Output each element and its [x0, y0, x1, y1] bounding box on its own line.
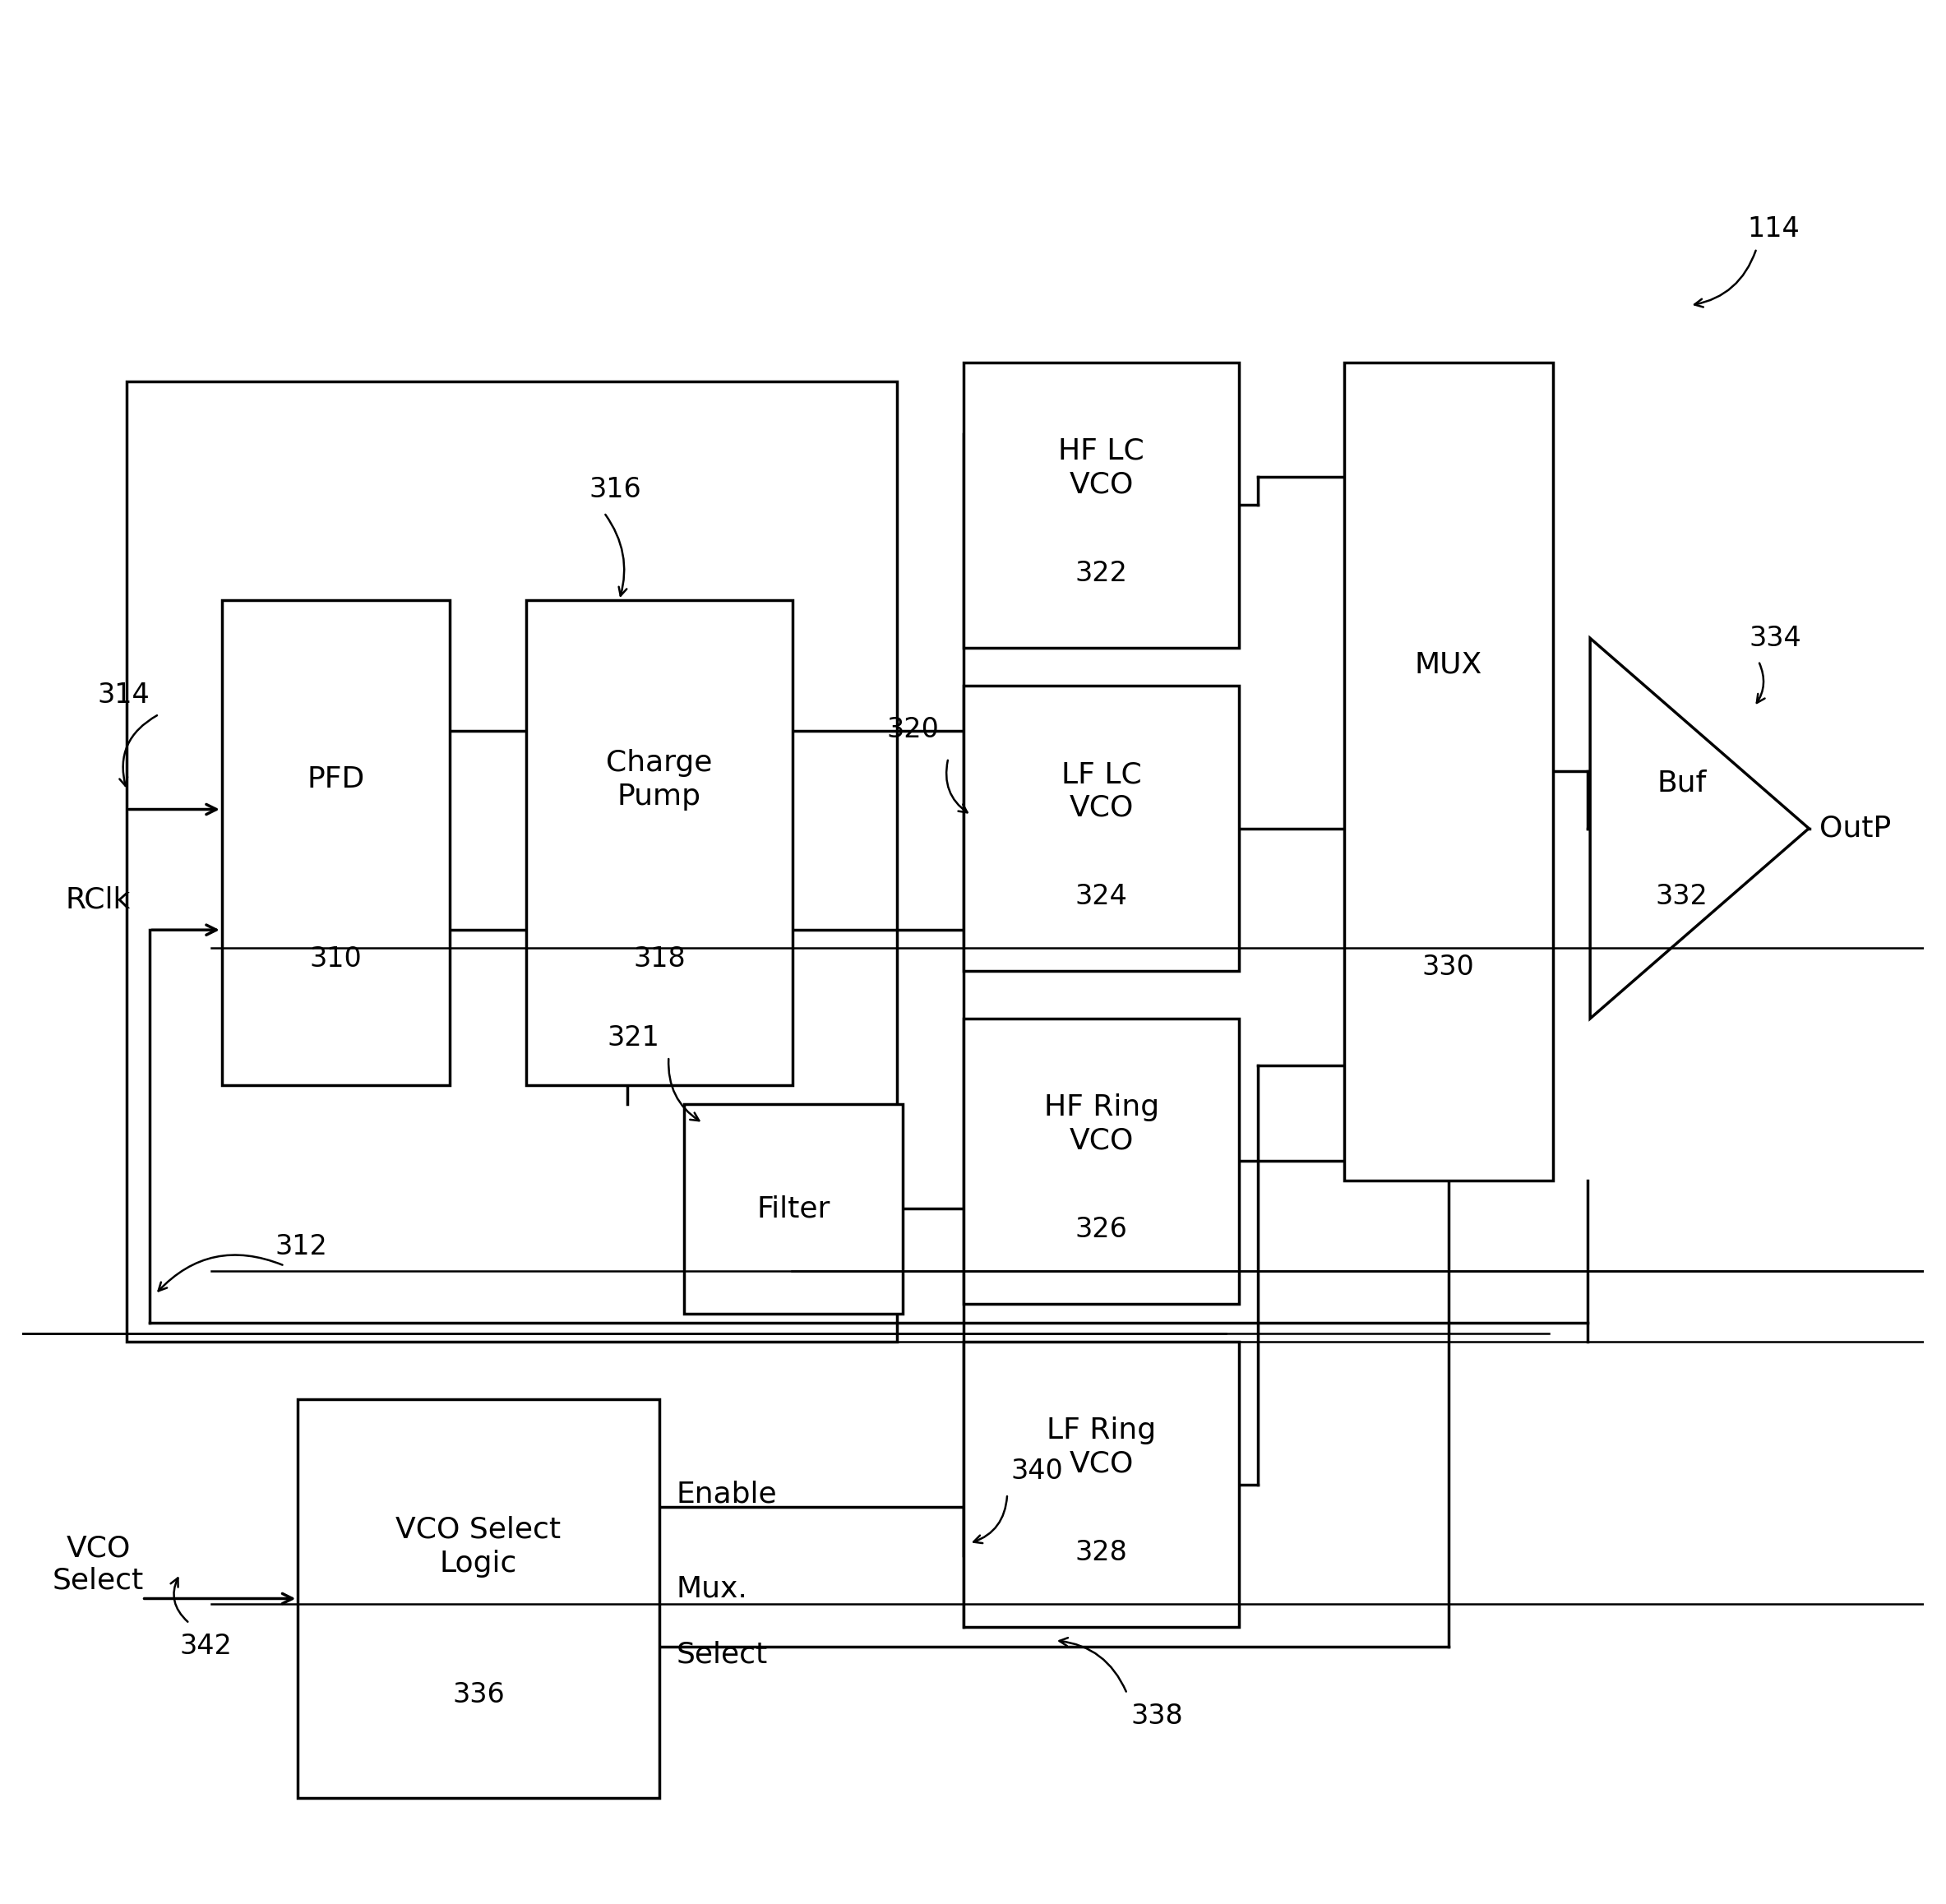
Text: MUX: MUX [1415, 651, 1483, 680]
Text: Enable: Enable [677, 1479, 776, 1508]
Text: 332: 332 [1656, 883, 1709, 910]
Text: VCO Select
Logic: VCO Select Logic [395, 1516, 560, 1577]
Text: 326: 326 [1074, 1217, 1127, 1243]
Bar [683, 1104, 903, 1314]
Text: Mux.: Mux. [677, 1575, 747, 1603]
Text: HF LC
VCO: HF LC VCO [1059, 438, 1144, 499]
Bar [963, 685, 1240, 971]
Polygon shape [1590, 638, 1810, 1019]
Text: VCO
Select: VCO Select [53, 1535, 144, 1594]
Text: 336: 336 [451, 1681, 504, 1708]
Text: HF Ring
VCO: HF Ring VCO [1043, 1093, 1160, 1156]
Text: 322: 322 [1074, 560, 1127, 586]
Text: 334: 334 [1749, 625, 1802, 651]
Text: 114: 114 [1748, 215, 1800, 244]
Text: 321: 321 [607, 1024, 660, 1051]
Text: 342: 342 [179, 1632, 232, 1660]
Text: RClk: RClk [66, 885, 130, 914]
Text: 338: 338 [1131, 1702, 1183, 1731]
Text: OutP: OutP [1820, 815, 1892, 842]
Text: 340: 340 [1012, 1458, 1063, 1485]
Bar [1345, 362, 1553, 1180]
Text: 320: 320 [885, 716, 938, 743]
Text: Buf: Buf [1658, 769, 1707, 796]
Text: 316: 316 [590, 476, 642, 503]
Text: Select: Select [677, 1641, 769, 1668]
Text: 310: 310 [309, 946, 362, 973]
Text: LF LC
VCO: LF LC VCO [1061, 760, 1142, 823]
Text: Filter: Filter [757, 1194, 831, 1222]
Bar [126, 381, 897, 1342]
Text: PFD: PFD [307, 765, 364, 794]
Text: Charge
Pump: Charge Pump [605, 748, 712, 811]
Bar [525, 600, 792, 1085]
Bar [963, 1342, 1240, 1628]
Bar [963, 362, 1240, 647]
Bar [222, 600, 450, 1085]
Text: 328: 328 [1074, 1538, 1127, 1567]
Text: 314: 314 [97, 682, 150, 708]
Text: 324: 324 [1074, 883, 1127, 910]
Bar [963, 1019, 1240, 1304]
Text: 318: 318 [632, 946, 685, 973]
Text: 312: 312 [274, 1234, 327, 1260]
Text: 330: 330 [1423, 954, 1475, 981]
Text: LF Ring
VCO: LF Ring VCO [1047, 1417, 1156, 1478]
Bar [298, 1399, 660, 1797]
